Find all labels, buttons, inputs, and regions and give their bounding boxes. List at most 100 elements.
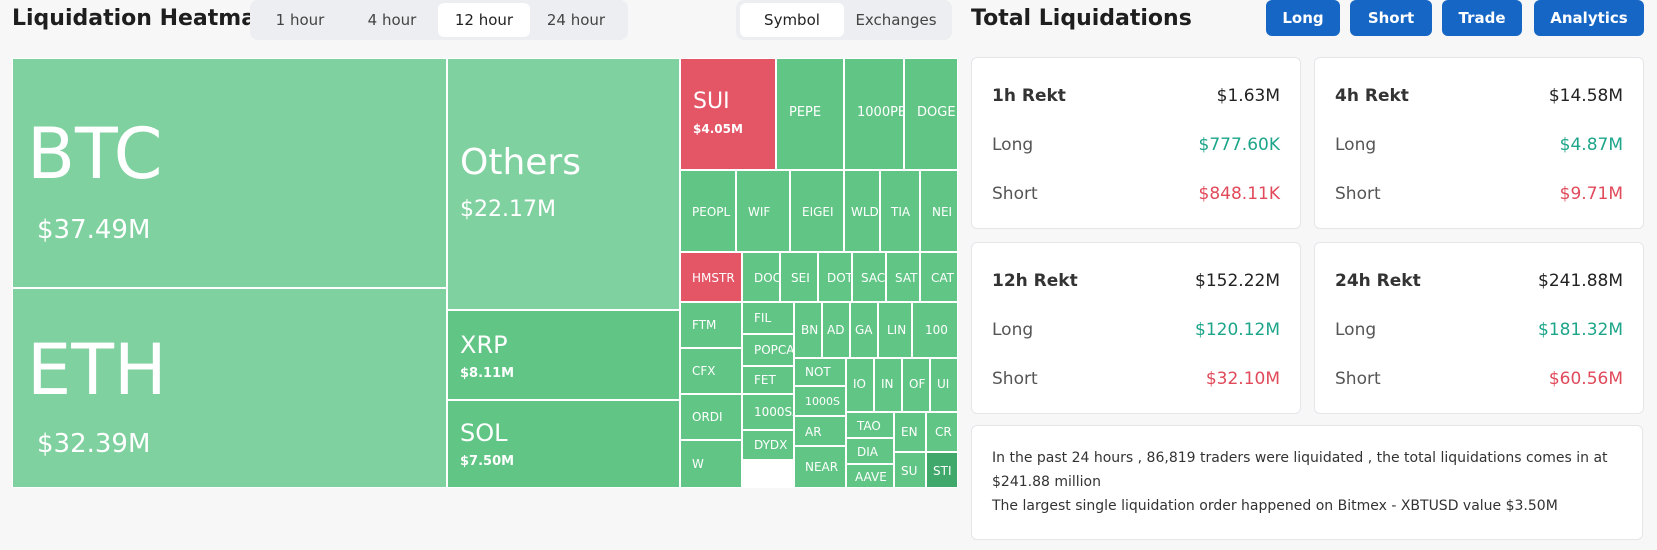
tile-value: $32.39M [37,429,151,459]
tile-stx[interactable]: STI [926,452,958,488]
long-value: $181.32M [1538,320,1623,340]
card-period: 24h Rekt [1335,271,1421,291]
tile-cfx[interactable]: CFX [680,348,742,394]
tab-exchanges[interactable]: Exchanges [855,11,937,29]
tile-ordi[interactable]: ORDI [680,394,742,440]
short-value: $32.10M [1205,369,1280,389]
tab-1-hour[interactable]: 1 hour [275,11,325,29]
tile-ar[interactable]: AR [794,416,846,446]
tile-link[interactable]: LIN [878,302,912,358]
card-total: $14.58M [1548,86,1623,106]
tile-ada[interactable]: AD [822,302,850,358]
tile-symbol: BTC [27,113,163,195]
tile-w[interactable]: W [680,440,742,488]
card-1h-rekt: 1h Rekt $1.63M Long $777.60K Short $848.11K [971,57,1301,229]
tile-hmstr[interactable]: HMSTR [680,252,742,302]
tile-eth[interactable]: ETH $32.39M [12,288,447,488]
tile-fet[interactable]: FET [742,366,794,394]
tile-others[interactable]: Others $22.17M [447,58,680,310]
long-value: $777.60K [1198,135,1280,155]
tile-people[interactable]: PEOPL [680,170,736,252]
tile-not[interactable]: NOT [794,358,846,386]
tab-4-hour[interactable]: 4 hour [367,11,417,29]
tile-1000pepe[interactable]: 1000PE [844,58,904,170]
tile-1000s[interactable]: 1000S [794,386,846,416]
tab-symbol[interactable]: Symbol [740,3,844,37]
tile-dia[interactable]: DIA [846,438,894,464]
tile-sol[interactable]: SOL $7.50M [447,400,680,488]
tile-wld[interactable]: WLD [844,170,880,252]
tile-dot[interactable]: DOT [818,252,852,302]
tile-value: $8.11M [460,366,515,381]
tile-sats[interactable]: SAT [886,252,920,302]
tile-symbol: SUI [693,89,730,114]
analytics-button[interactable]: Analytics [1534,0,1644,36]
card-total: $152.22M [1195,271,1280,291]
tile-sand[interactable]: SAC [852,252,886,302]
card-12h-rekt: 12h Rekt $152.22M Long $120.12M Short $32.1… [971,242,1301,414]
tile-symbol: XRP [460,331,508,359]
tile-inj[interactable]: IN [874,358,902,412]
tile-op[interactable]: OF [902,358,930,412]
trade-button[interactable]: Trade [1442,0,1522,36]
long-value: $4.87M [1559,135,1623,155]
short-label: Short [1335,369,1381,389]
card-total: $241.88M [1538,271,1623,291]
short-value: $9.71M [1559,184,1623,204]
tile-crv[interactable]: CR [926,412,958,452]
tile-sui[interactable]: SUI $4.05M [680,58,776,170]
liquidation-summary: In the past 24 hours , 86,819 traders we… [971,425,1643,540]
tile-aave[interactable]: AAVE [846,464,894,488]
short-label: Short [1335,184,1381,204]
summary-line-3: The largest single liquidation order hap… [992,498,1558,514]
short-label: Short [992,369,1038,389]
tab-12-hour[interactable]: 12 hour [438,3,530,37]
tile-eigen[interactable]: EIGEI [790,170,844,252]
tile-neiro[interactable]: NEI [920,170,958,252]
long-button[interactable]: Long [1266,0,1340,36]
tile-tao[interactable]: TAO [846,412,894,438]
tile-value: $4.05M [693,122,743,136]
tile-dogs[interactable]: DOC [742,252,780,302]
tile-gala[interactable]: GA [850,302,878,358]
summary-line-2: $241.88 million [992,474,1101,490]
tile-btc[interactable]: BTC $37.49M [12,58,447,288]
tile-wif[interactable]: WIF [736,170,790,252]
short-label: Short [992,184,1038,204]
tile-popcat[interactable]: POPCA [742,334,794,366]
tile-pepe[interactable]: PEPE [776,58,844,170]
short-button[interactable]: Short [1350,0,1432,36]
tile-sei[interactable]: SEI [780,252,818,302]
time-range-tabs: 1 hour 4 hour 12 hour 24 hour [250,0,628,40]
tile-value: $37.49M [37,215,151,245]
heatmap-title: Liquidation Heatmap [12,6,272,31]
total-liquidations-title: Total Liquidations [971,6,1192,31]
tile-ftm[interactable]: FTM [680,302,742,348]
tile-xrp[interactable]: XRP $8.11M [447,310,680,400]
tile-tia[interactable]: TIA [880,170,920,252]
tile-cati[interactable]: CAT [920,252,958,302]
short-value: $60.56M [1548,369,1623,389]
tile-symbol: SOL [460,419,508,447]
tile-dydx[interactable]: DYDX [742,430,794,460]
tile-ens[interactable]: EN [894,412,926,452]
long-label: Long [1335,320,1377,340]
tile-sun[interactable]: SU [894,452,926,488]
card-period: 1h Rekt [992,86,1066,106]
tile-io[interactable]: IO [846,358,874,412]
tile-value: $22.17M [460,197,556,222]
tile-fil[interactable]: FIL [742,302,794,334]
tile-bnb[interactable]: BN [794,302,822,358]
tile-uni[interactable]: UI [930,358,958,412]
tile-symbol: Others [460,142,581,183]
summary-line-1: In the past 24 hours , 86,819 traders we… [992,450,1608,466]
tile-doge[interactable]: DOGE [904,58,958,170]
tile-value: $7.50M [460,454,515,469]
long-label: Long [1335,135,1377,155]
tile-1000-token[interactable]: 100 [912,302,958,358]
short-value: $848.11K [1198,184,1280,204]
tile-near[interactable]: NEAR [794,446,846,488]
long-value: $120.12M [1195,320,1280,340]
tab-24-hour[interactable]: 24 hour [546,11,606,29]
